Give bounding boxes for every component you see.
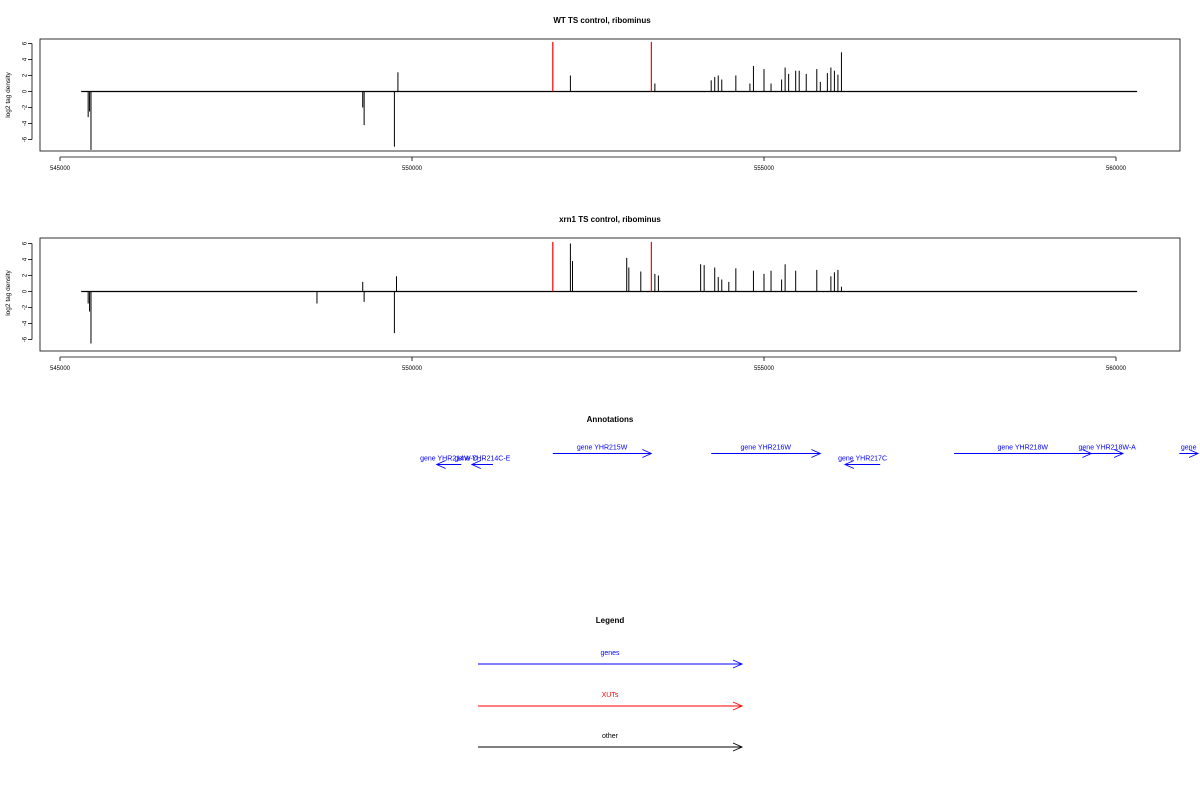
gene-label: gene YHR217C (838, 456, 887, 463)
xrn1-y-tick-label: -6 (23, 336, 29, 342)
wt-x-tick-label: 550000 (402, 166, 423, 172)
annotations-title: Annotations (587, 415, 634, 424)
wt-x-tick-label: 555000 (754, 166, 775, 172)
xrn1-y-tick-label: 0 (23, 289, 29, 293)
gene-label: gene (1181, 445, 1197, 452)
gene-label: gene YHR215W (577, 445, 628, 452)
wt-y-tick-label: -6 (23, 136, 29, 142)
xrn1-marks (81, 241, 1138, 344)
wt-y-axis-label: log2 tag density (5, 71, 12, 117)
gene-arrow-head (811, 449, 822, 458)
wt-track-panel: WT TS control, ribominus log2 tag densit… (5, 16, 1181, 172)
legend-label: XUTs (602, 692, 619, 699)
xrn1-axes: 6 4 2 0 -2 -4 -6 545000 550000 555000 560000 (23, 241, 1127, 372)
gene-arrow-head (1113, 449, 1125, 458)
wt-plot-frame (39, 38, 1181, 152)
legend-items: genes XUTs other (478, 650, 744, 752)
xrn1-track-panel: xrn1 TS control, ribominus log2 tag dens… (5, 215, 1181, 372)
gene-label: gene YHR214W-D (420, 456, 478, 463)
xrn1-y-tick-label: -4 (23, 320, 29, 326)
legend-title: Legend (596, 616, 625, 625)
wt-axes: 6 4 2 0 -2 -4 -6 545000 550000 555000 560000 (23, 41, 1127, 172)
gene-arrow-head (642, 449, 653, 458)
gene-label: gene YHR216W (741, 445, 792, 452)
xrn1-y-tick-label: 6 (23, 241, 29, 245)
xrn1-y-tick-label: 4 (23, 257, 29, 261)
legend-arrow-head (732, 701, 744, 711)
xrn1-x-tick-label: 560000 (1106, 366, 1127, 372)
gene-label: gene YHR218W-A (1079, 445, 1137, 452)
legend-arrow-head (732, 742, 744, 752)
wt-marks (81, 41, 1138, 150)
wt-x-tick-label: 560000 (1106, 166, 1127, 172)
xrn1-x-tick-label: 555000 (754, 366, 775, 372)
legend-arrow-head (732, 659, 744, 669)
wt-track-title: WT TS control, ribominus (553, 16, 651, 25)
xrn1-x-tick-label: 545000 (50, 366, 71, 372)
wt-y-tick-label: -2 (23, 104, 29, 110)
wt-y-tick-label: 0 (23, 89, 29, 93)
legend-panel: Legend genes XUTs other (478, 616, 744, 752)
gene-arrow-head (1188, 449, 1200, 458)
xrn1-y-tick-label: -2 (23, 304, 29, 310)
gene-arrow-head (435, 460, 446, 469)
gene-arrow-head (843, 460, 855, 469)
wt-y-tick-label: -4 (23, 120, 29, 126)
xrn1-track-title: xrn1 TS control, ribominus (559, 215, 661, 224)
gene-arrow-head (470, 460, 482, 469)
wt-y-tick-label: 6 (23, 41, 29, 45)
wt-y-tick-label: 2 (23, 73, 29, 77)
legend-label: genes (600, 650, 620, 657)
xrn1-y-axis-label: log2 tag density (5, 269, 12, 315)
xrn1-x-tick-label: 550000 (402, 366, 423, 372)
xrn1-y-tick-label: 2 (23, 273, 29, 277)
xrn1-plot-frame (39, 237, 1181, 352)
legend-label: other (602, 733, 619, 740)
gene-label: gene YHR214C-E (454, 456, 510, 463)
wt-y-tick-label: 4 (23, 57, 29, 61)
gene-label: gene YHR218W (997, 445, 1048, 452)
wt-x-tick-label: 545000 (50, 166, 71, 172)
